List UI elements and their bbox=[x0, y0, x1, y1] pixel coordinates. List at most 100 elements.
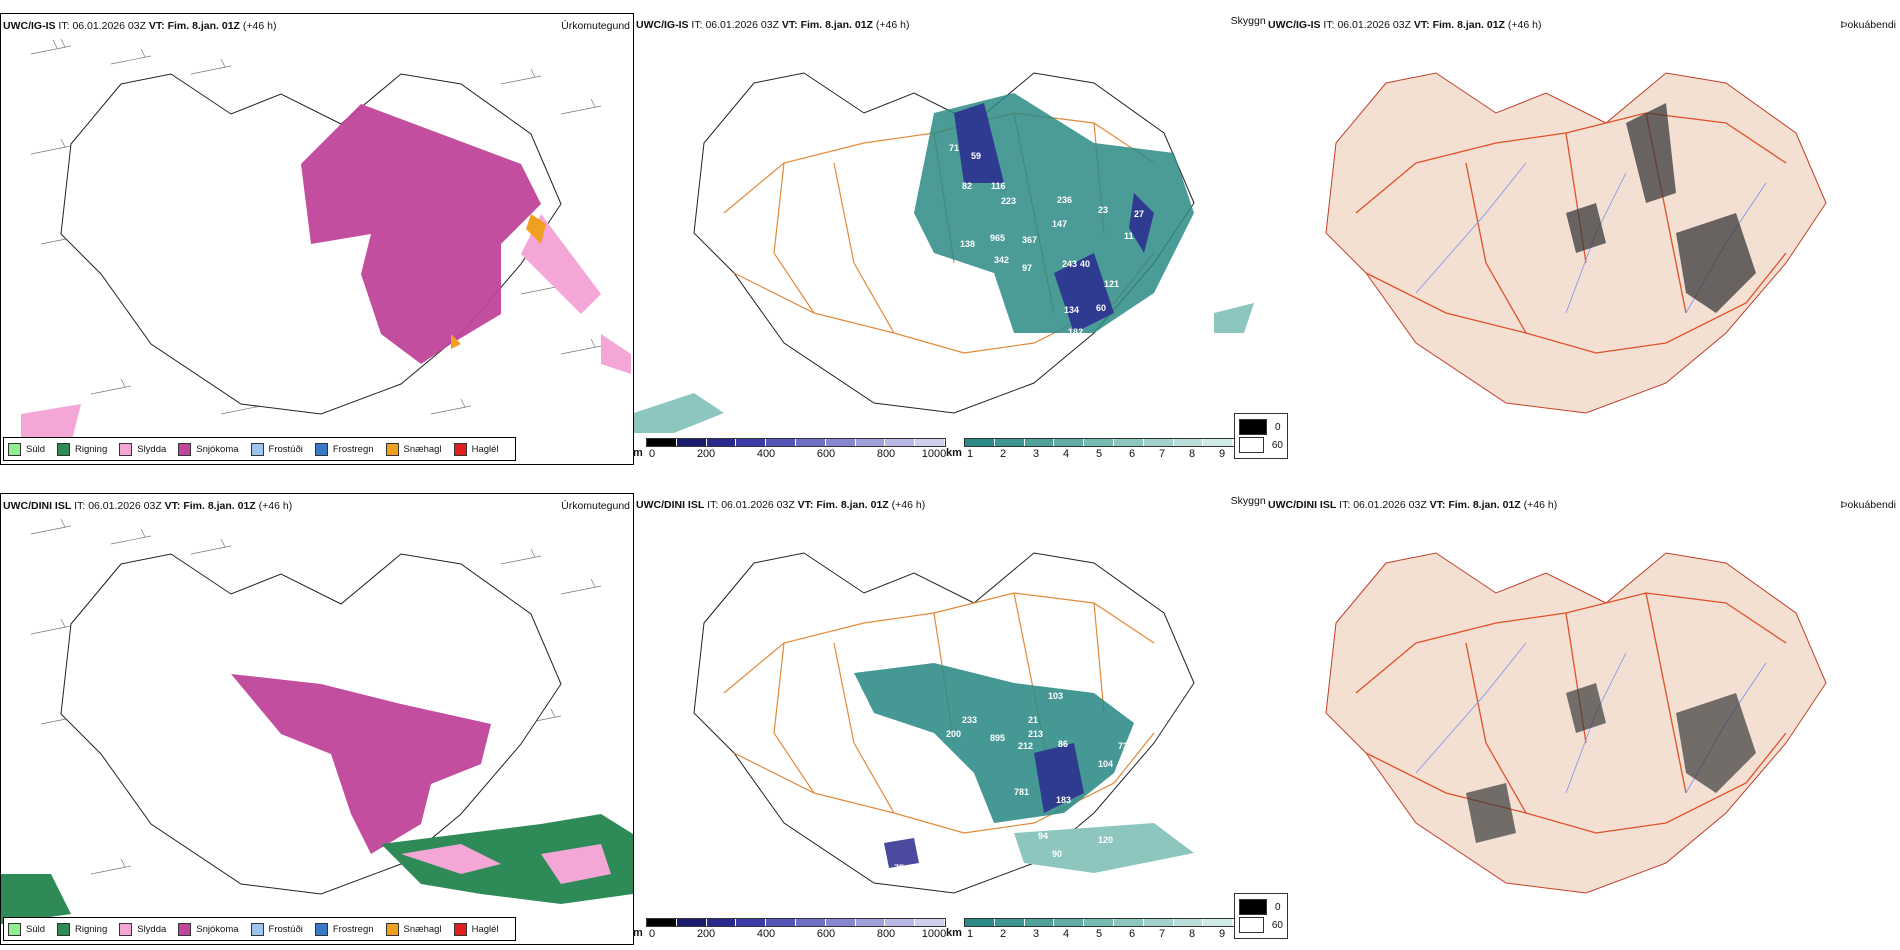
fog-title: Þokuábendi bbox=[1840, 499, 1896, 511]
cover-legend: 0 60 bbox=[1234, 893, 1288, 939]
ceiling-value: 75 bbox=[894, 863, 905, 873]
model-name: UWC/DINI ISL bbox=[636, 499, 705, 511]
it-value: 06.01.2026 03Z bbox=[705, 19, 779, 31]
legend-item: Súld bbox=[8, 442, 46, 456]
legend-label: Snjókoma bbox=[196, 923, 239, 935]
ceiling-value: 243 bbox=[1062, 259, 1078, 269]
visibility-bin bbox=[1173, 439, 1204, 446]
visibility-bin bbox=[1203, 919, 1234, 926]
ceiling-value: 104 bbox=[1098, 759, 1114, 769]
ceiling-value: 86 bbox=[1058, 739, 1069, 749]
ceiling-bin bbox=[766, 919, 796, 926]
low-ceiling-area bbox=[954, 103, 1154, 333]
scale-unit: m bbox=[633, 447, 643, 459]
tick-label: 800 bbox=[876, 448, 896, 460]
tick-label: 200 bbox=[696, 928, 716, 940]
cloud-title: Skyggni bbox=[1230, 495, 1268, 507]
lead-time: (+46 h) bbox=[242, 20, 277, 32]
tick-label: 2 bbox=[999, 448, 1007, 460]
legend-swatch bbox=[385, 442, 399, 456]
it-label: IT: bbox=[58, 20, 70, 32]
tick-label: 6 bbox=[1128, 448, 1136, 460]
vt-label: VT: bbox=[1429, 499, 1446, 511]
visibility-ticks: 1 2 3 4 5 6 7 8 9 10 bbox=[964, 447, 1264, 461]
panel-header: UWC/IG-IS IT: 06.01.2026 03Z VT: Fim. 8.… bbox=[3, 20, 276, 32]
it-label: IT: bbox=[1323, 19, 1335, 31]
legend-swatch bbox=[119, 922, 133, 936]
tick-label: 600 bbox=[816, 928, 836, 940]
ceiling-bin bbox=[647, 439, 677, 446]
ice-pellet-area bbox=[451, 214, 546, 349]
sea-visibility-area bbox=[634, 303, 1254, 433]
cover-label: 60 bbox=[1271, 919, 1283, 931]
legend-swatch bbox=[178, 442, 192, 456]
panel-header: UWC/DINI ISL IT: 06.01.2026 03Z VT: Fim.… bbox=[3, 500, 292, 512]
fog-map-bottom bbox=[1325, 552, 1827, 894]
ceiling-value: 40 bbox=[1080, 259, 1091, 269]
tick-label: 4 bbox=[1062, 928, 1070, 940]
precip-type-title: Úrkomutegund bbox=[561, 20, 630, 32]
ceiling-ticks: 0 200 400 600 800 1000 bbox=[646, 447, 946, 461]
visibility-bin bbox=[965, 439, 995, 446]
visibility-scale: km 1 2 3 4 5 6 7 8 9 10 bbox=[946, 918, 1264, 941]
legend-item: Slydda bbox=[119, 442, 166, 456]
panel-header: UWC/IG-IS IT: 06.01.2026 03Z VT: Fim. 8.… bbox=[1268, 19, 1541, 31]
ceiling-value: 97 bbox=[1022, 263, 1033, 273]
visibility-bin bbox=[1143, 919, 1174, 926]
it-value: 06.01.2026 03Z bbox=[1353, 499, 1427, 511]
tick-label: 9 bbox=[1218, 448, 1226, 460]
visibility-bin bbox=[1084, 439, 1114, 446]
legend-item: Snæhagl bbox=[385, 442, 442, 456]
panel-header: UWC/DINI ISL IT: 06.01.2026 03Z VT: Fim.… bbox=[1268, 499, 1557, 511]
ceiling-bin bbox=[855, 439, 886, 446]
cloud-visibility-panel-top: UWC/IG-IS IT: 06.01.2026 03Z VT: Fim. 8.… bbox=[633, 13, 1268, 465]
legend-item: Snjókoma bbox=[178, 922, 239, 936]
ceiling-colorbar bbox=[646, 438, 946, 447]
ceiling-value: 182 bbox=[1068, 327, 1084, 337]
legend-item: Slydda bbox=[119, 922, 166, 936]
vt-label: VT: bbox=[148, 20, 165, 32]
tick-label: 7 bbox=[1158, 928, 1166, 940]
vt-label: VT: bbox=[797, 499, 814, 511]
cover-swatch bbox=[1239, 437, 1264, 453]
legend-item: Snjókoma bbox=[178, 442, 239, 456]
lead-time: (+46 h) bbox=[891, 499, 926, 511]
legend-item: Frostúði bbox=[250, 922, 303, 936]
legend-label: Snæhagl bbox=[403, 923, 442, 935]
visibility-bin bbox=[1113, 439, 1144, 446]
tick-label: 0 bbox=[648, 448, 656, 460]
ceiling-value: 59 bbox=[971, 151, 982, 161]
ceiling-value: 116 bbox=[1064, 819, 1079, 829]
model-name: UWC/IG-IS bbox=[636, 19, 689, 31]
legend-item: Frostregn bbox=[314, 442, 374, 456]
vt-value: Fim. 8.jan. 01Z bbox=[816, 499, 889, 511]
model-name: UWC/IG-IS bbox=[1268, 19, 1321, 31]
legend-label: Súld bbox=[26, 443, 46, 455]
snow-area bbox=[301, 104, 541, 364]
cover-swatch bbox=[1239, 419, 1267, 435]
legend-label: Snjókoma bbox=[196, 443, 239, 455]
visibility-bin bbox=[1173, 919, 1204, 926]
ceiling-value: 236 bbox=[1057, 195, 1073, 205]
ceiling-value: 103 bbox=[1048, 691, 1064, 701]
precip-map-top bbox=[21, 38, 631, 454]
cover-swatch bbox=[1239, 917, 1264, 933]
fog-panel-bottom: UWC/DINI ISL IT: 06.01.2026 03Z VT: Fim.… bbox=[1234, 493, 1900, 945]
visibility-bin bbox=[994, 439, 1025, 446]
tick-label: 3 bbox=[1032, 928, 1040, 940]
legend-swatch bbox=[178, 922, 192, 936]
legend-item: Frostregn bbox=[314, 922, 374, 936]
tick-label: 9 bbox=[1218, 928, 1226, 940]
sleet-area bbox=[401, 844, 611, 884]
legend-label: Haglél bbox=[471, 923, 499, 935]
scale-unit: km bbox=[946, 447, 962, 459]
legend-swatch bbox=[8, 922, 21, 936]
ceiling-bin bbox=[676, 919, 707, 926]
visibility-bin bbox=[1084, 919, 1114, 926]
cover-label: 0 bbox=[1275, 421, 1281, 433]
sea-visibility-area bbox=[1014, 823, 1194, 873]
ceiling-bin bbox=[766, 439, 796, 446]
ceiling-bin bbox=[736, 919, 767, 926]
ceiling-value: 60 bbox=[1096, 303, 1107, 313]
tick-label: 0 bbox=[648, 928, 656, 940]
